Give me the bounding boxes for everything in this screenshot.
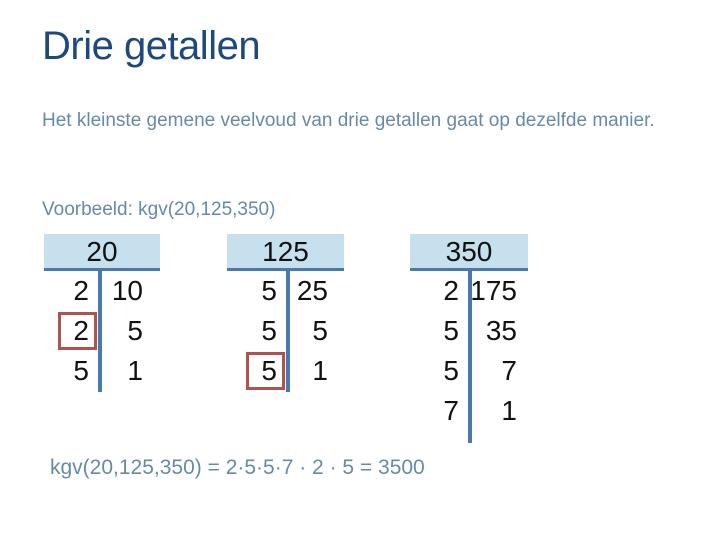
table-row: 5 1 — [227, 351, 344, 391]
quotient-value: 5 — [127, 315, 143, 346]
divisor-cell: 5 — [227, 355, 286, 387]
factor-table-body: 2 10 2 5 5 1 — [44, 271, 160, 392]
factor-table: 125 5 25 5 5 5 1 — [227, 234, 344, 392]
divisor-cell: 2 — [44, 275, 98, 307]
table-row: 7 1 — [410, 391, 528, 431]
quotient-value: 10 — [111, 275, 143, 306]
divisor-value: 5 — [261, 275, 277, 306]
example-label: Voorbeeld: kgv(20,125,350) — [42, 199, 276, 220]
result-line: kgv(20,125,350) = 2·5·5·7 · 2 · 5 = 3500 — [50, 456, 425, 479]
divisor-cell: 5 — [410, 355, 468, 387]
factor-table-body: 5 25 5 5 5 1 — [227, 271, 344, 392]
page-title: Drie getallen — [42, 24, 261, 68]
divisor-value: 7 — [443, 395, 459, 426]
divisor-cell: 5 — [227, 275, 286, 307]
table-row: 2 10 — [44, 271, 160, 311]
quotient-value: 7 — [501, 355, 517, 386]
table-row: 2 175 — [410, 271, 528, 311]
division-line — [98, 271, 102, 392]
divisor-cell: 5 — [410, 315, 468, 347]
table-row: 5 7 — [410, 351, 528, 391]
factor-table-body: 2 175 5 35 5 7 7 1 — [410, 271, 528, 443]
quotient-value: 35 — [485, 315, 517, 346]
division-line — [468, 271, 472, 443]
quotient-value: 1 — [312, 355, 328, 386]
quotient-cell: 175 — [468, 275, 528, 307]
factor-table-header: 20 — [44, 234, 160, 271]
divisor-value: 5 — [443, 355, 459, 386]
quotient-cell: 7 — [468, 355, 528, 387]
divisor-value: 5 — [443, 315, 459, 346]
quotient-cell: 1 — [98, 355, 160, 387]
quotient-cell: 5 — [286, 315, 344, 347]
table-row: 5 35 — [410, 311, 528, 351]
table-row: 5 1 — [44, 351, 160, 391]
quotient-cell: 35 — [468, 315, 528, 347]
quotient-cell: 25 — [286, 275, 344, 307]
factor-table: 350 2 175 5 35 5 7 7 1 — [410, 234, 528, 443]
quotient-cell: 10 — [98, 275, 160, 307]
division-line — [286, 271, 290, 392]
intro-text: Het kleinste gemene veelvoud van drie ge… — [42, 110, 655, 131]
quotient-cell: 5 — [98, 315, 160, 347]
divisor-cell: 5 — [44, 355, 98, 387]
quotient-value: 175 — [470, 275, 517, 306]
divisor-value: 2 — [73, 275, 89, 306]
factor-tables: 20 2 10 2 5 5 1 125 5 25 5 5 5 1 350 2 1… — [0, 234, 720, 449]
quotient-value: 5 — [312, 315, 328, 346]
divisor-cell: 7 — [410, 395, 468, 427]
factor-table-header: 350 — [410, 234, 528, 271]
quotient-cell: 1 — [286, 355, 344, 387]
divisor-value: 5 — [73, 355, 89, 386]
factor-table-header: 125 — [227, 234, 344, 271]
table-row: 5 25 — [227, 271, 344, 311]
divisor-cell: 2 — [410, 275, 468, 307]
divisor-cell: 5 — [227, 315, 286, 347]
factor-table: 20 2 10 2 5 5 1 — [44, 234, 160, 392]
divisor-value: 2 — [73, 315, 89, 346]
quotient-cell: 1 — [468, 395, 528, 427]
divisor-cell: 2 — [44, 315, 98, 347]
divisor-value: 5 — [261, 355, 277, 386]
quotient-value: 25 — [296, 275, 328, 306]
quotient-value: 1 — [501, 395, 517, 426]
table-row: 5 5 — [227, 311, 344, 351]
quotient-value: 1 — [127, 355, 143, 386]
divisor-value: 5 — [261, 315, 277, 346]
table-row: 2 5 — [44, 311, 160, 351]
divisor-value: 2 — [443, 275, 459, 306]
